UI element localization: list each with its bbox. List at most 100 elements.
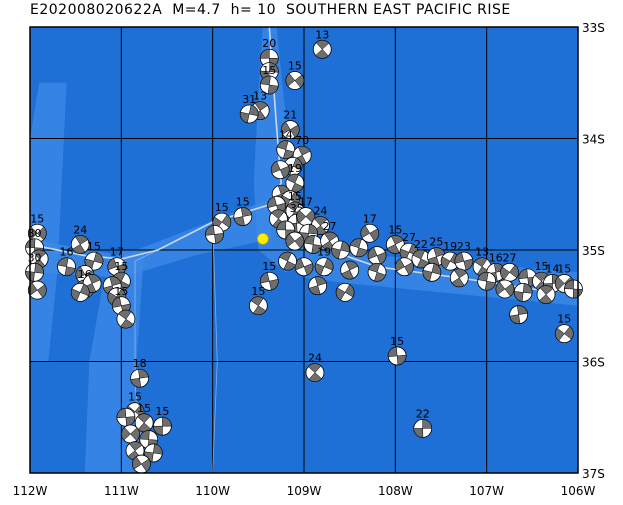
focal-mechanism: 15 [554,313,574,344]
focal-mechanism: 15 [285,60,305,90]
focal-mechanism [367,262,387,282]
depth-label: 20 [262,37,276,50]
focal-mechanism: 31 [239,93,259,124]
depth-label: 70 [295,134,309,147]
focal-mechanism: 15 [259,260,279,291]
depth-label: 13 [475,246,489,259]
focal-mechanism [449,268,469,288]
depth-label: 13 [315,28,329,41]
depth-label: 15 [390,335,404,348]
focal-mechanism: 19 [440,240,460,271]
depth-label: 15 [114,285,128,298]
depth-label: 16 [60,246,74,259]
focal-mechanism: 24 [305,352,325,383]
depth-label: 21 [283,109,297,122]
focal-mechanism [116,309,136,329]
depth-label: 15 [262,260,276,273]
depth-label: 24 [308,352,322,365]
depth-label: 14 [545,262,559,275]
focal-mechanism: 16 [57,246,76,277]
focal-mechanism: 22 [411,238,431,269]
lon-label: 107W [469,484,504,498]
focal-mechanism [270,160,290,180]
axis-labels: 112W 111W 110W 109W 108W 107W 106W 33S 34S 35S 36S… [13,21,605,498]
depth-label: 15 [262,64,276,77]
focal-mechanism [267,195,287,215]
depth-label: 24 [73,223,87,236]
lat-label: 34S [582,133,605,147]
focal-mechanism [331,240,350,260]
depth-label: 31 [242,93,256,106]
depth-label: 15 [87,240,101,253]
depth-label: 19 [317,246,331,259]
depth-label: 16 [489,251,503,264]
focal-mechanism: 15 [134,402,154,433]
lat-label: 37S [582,467,605,481]
depth-label: 17 [110,246,124,259]
depth-label: 25 [429,236,443,249]
focal-mechanism: 15 [27,212,47,243]
focal-mechanism [70,282,90,302]
depth-label: 24 [313,204,327,217]
focal-mechanism: 19 [285,162,305,193]
focal-mechanism [495,279,515,299]
lon-label: 106W [561,484,596,498]
focal-mechanism: 27 [500,251,519,282]
focal-mechanism: 15 [84,240,104,271]
focal-mechanism [285,231,305,251]
focal-mechanism [349,238,369,258]
depth-label: 18 [133,357,147,370]
focal-mechanism [513,282,533,302]
epicenter-dot [256,232,269,245]
lon-label: 110W [195,484,230,498]
focal-mechanism: 15 [387,335,407,366]
lat-label: 33S [582,21,605,35]
focal-mechanism: 15 [248,285,268,316]
focal-mechanism: 18 [130,357,150,388]
focal-mechanism [278,251,297,271]
focal-mechanism [367,246,387,265]
depth-label: 15 [137,402,151,415]
focal-mechanism: 15 [233,196,253,226]
focal-mechanism: 30 [25,251,44,282]
depth-label: 15 [388,223,402,236]
focal-mechanism: 23 [454,240,474,271]
depth-label: 15 [236,196,250,209]
focal-mechanism: 15 [259,64,279,95]
focal-mechanism [477,271,497,291]
focal-mechanism [422,262,442,282]
focal-mechanism: 24 [70,223,90,254]
focal-mechanism [536,285,556,305]
depth-label: 15 [557,313,571,326]
focal-mechanism [308,276,328,296]
depth-label: 27 [402,231,416,244]
depth-label: 15 [251,285,265,298]
depth-label: 15 [557,262,571,275]
focal-mechanism: 15 [385,223,405,254]
ridge-line [212,222,218,474]
depth-label: 17 [363,212,377,225]
focal-mechanism: 14 [276,129,296,160]
epicenter-marker [256,232,269,245]
focal-mechanism [509,305,529,325]
lon-label: 108W [378,484,413,498]
depth-label: 30 [28,251,42,264]
depth-label: 15 [534,260,548,273]
focal-mechanism [395,257,414,277]
focal-mechanism: 19 [314,246,334,277]
focal-mechanism [27,280,47,300]
depth-label: 15 [128,391,142,404]
depth-label: 15 [288,60,302,73]
depth-label: 19 [288,162,302,175]
focal-mechanism [335,282,355,302]
depth-label: 13 [253,90,267,103]
depth-label: 15 [288,190,302,203]
lon-label: 112W [13,484,48,498]
graticule [30,27,578,473]
focal-mechanism: 15 [153,405,172,436]
depth-label: 19 [443,240,457,253]
depth-label: 17 [299,196,313,209]
depth-label: 27 [503,251,517,264]
